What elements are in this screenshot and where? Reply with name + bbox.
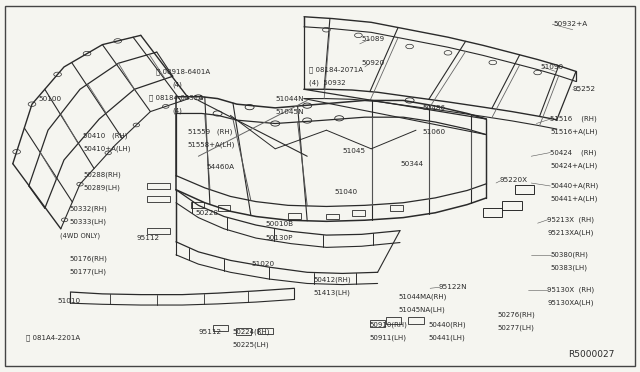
- Text: 50176(RH): 50176(RH): [69, 255, 107, 262]
- Bar: [408, 317, 424, 324]
- Bar: [390, 205, 403, 211]
- Text: 95112: 95112: [198, 329, 221, 335]
- Text: (4)  50932: (4) 50932: [309, 79, 346, 86]
- Text: 51010: 51010: [58, 298, 81, 304]
- Text: 51044MA(RH): 51044MA(RH): [399, 293, 447, 300]
- Text: 51089: 51089: [362, 36, 385, 42]
- Text: 54460A: 54460A: [207, 164, 235, 170]
- Text: 50412(RH): 50412(RH): [314, 276, 351, 283]
- Bar: [147, 228, 170, 234]
- Text: 50276(RH): 50276(RH): [498, 311, 536, 318]
- Bar: [352, 210, 365, 216]
- Text: 95130X  (RH): 95130X (RH): [547, 287, 595, 294]
- Bar: [288, 213, 301, 219]
- Text: 51060: 51060: [422, 129, 445, 135]
- Text: 50932+A: 50932+A: [554, 21, 588, 27]
- Text: 50911(LH): 50911(LH): [370, 334, 407, 341]
- Text: 51516    (RH): 51516 (RH): [550, 116, 597, 122]
- Bar: [258, 328, 273, 334]
- Bar: [236, 328, 251, 335]
- Text: 50333(LH): 50333(LH): [69, 218, 106, 225]
- Text: 51020: 51020: [252, 261, 275, 267]
- Text: 50289(LH): 50289(LH): [83, 185, 120, 191]
- Bar: [370, 320, 385, 327]
- Text: 50920: 50920: [362, 60, 385, 66]
- Text: Ⓑ 08184-0431A: Ⓑ 08184-0431A: [149, 94, 203, 101]
- Text: 50383(LH): 50383(LH): [550, 264, 588, 271]
- Text: 50410+A(LH): 50410+A(LH): [83, 145, 131, 152]
- Text: Ⓑ 081A4-2201A: Ⓑ 081A4-2201A: [26, 334, 80, 341]
- Text: (4WD ONLY): (4WD ONLY): [60, 233, 100, 240]
- Text: 95112: 95112: [136, 235, 159, 241]
- Text: 50410   (RH): 50410 (RH): [83, 132, 128, 139]
- Text: 95213XA(LH): 95213XA(LH): [547, 229, 593, 236]
- Text: 51045NA(LH): 51045NA(LH): [399, 306, 445, 313]
- Text: 95213X  (RH): 95213X (RH): [547, 216, 594, 223]
- Text: 50100: 50100: [38, 96, 61, 102]
- Bar: [483, 208, 502, 217]
- Text: 50380(RH): 50380(RH): [550, 251, 588, 258]
- Text: 51040: 51040: [335, 189, 358, 195]
- Text: 50440+A(RH): 50440+A(RH): [550, 183, 598, 189]
- Bar: [191, 202, 204, 208]
- Text: 51413(LH): 51413(LH): [314, 289, 351, 296]
- Text: 51559   (RH): 51559 (RH): [188, 129, 232, 135]
- Text: 50424+A(LH): 50424+A(LH): [550, 162, 598, 169]
- Bar: [515, 185, 534, 194]
- Text: 51558+A(LH): 51558+A(LH): [188, 142, 235, 148]
- Text: 51516+A(LH): 51516+A(LH): [550, 129, 598, 135]
- Bar: [218, 205, 230, 211]
- Text: 50277(LH): 50277(LH): [498, 324, 535, 331]
- Text: 50486: 50486: [422, 105, 445, 111]
- Text: 51045: 51045: [342, 148, 365, 154]
- Text: Ⓝ 08918-6401A: Ⓝ 08918-6401A: [156, 68, 210, 75]
- Bar: [386, 317, 401, 324]
- Text: 95252: 95252: [573, 86, 596, 92]
- Text: 50424    (RH): 50424 (RH): [550, 149, 597, 156]
- Text: 50228: 50228: [195, 210, 218, 216]
- Text: 50910(RH): 50910(RH): [370, 321, 408, 328]
- Text: 50332(RH): 50332(RH): [69, 205, 107, 212]
- Bar: [502, 201, 522, 210]
- Bar: [147, 196, 170, 202]
- Text: R5000027: R5000027: [568, 350, 614, 359]
- Text: 51045N: 51045N: [275, 109, 304, 115]
- Text: 50441(LH): 50441(LH): [429, 334, 465, 341]
- Text: (4): (4): [173, 107, 182, 114]
- Bar: [326, 214, 339, 219]
- Text: 95220X: 95220X: [499, 177, 527, 183]
- Text: 50010B: 50010B: [266, 221, 294, 227]
- Text: 50224(RH): 50224(RH): [232, 328, 270, 335]
- Text: 50441+A(LH): 50441+A(LH): [550, 196, 598, 202]
- Text: 50177(LH): 50177(LH): [69, 268, 106, 275]
- Text: Ⓑ 08184-2071A: Ⓑ 08184-2071A: [309, 66, 363, 73]
- Text: 95122N: 95122N: [438, 284, 467, 290]
- Text: 51090: 51090: [541, 64, 564, 70]
- Text: 50440(RH): 50440(RH): [429, 321, 467, 328]
- Text: 50344: 50344: [400, 161, 423, 167]
- Text: (4): (4): [173, 81, 182, 88]
- Bar: [147, 183, 170, 189]
- Text: 95130XA(LH): 95130XA(LH): [547, 300, 594, 307]
- Text: 50288(RH): 50288(RH): [83, 171, 121, 178]
- Text: 51044N: 51044N: [275, 96, 304, 102]
- Bar: [213, 325, 228, 331]
- Text: 50225(LH): 50225(LH): [232, 341, 269, 348]
- Text: 50130P: 50130P: [266, 235, 293, 241]
